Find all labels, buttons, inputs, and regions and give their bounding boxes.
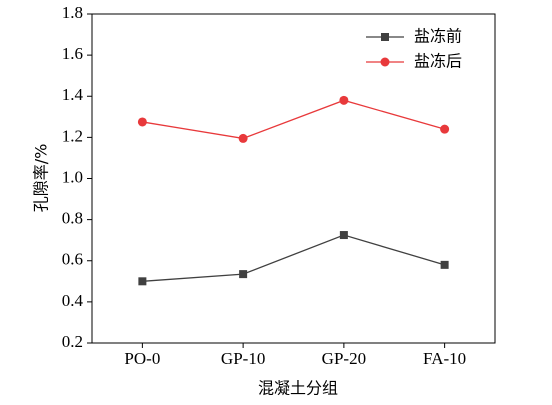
x-tick-label: PO-0 bbox=[124, 349, 160, 368]
x-tick-label: FA-10 bbox=[423, 349, 466, 368]
marker bbox=[381, 33, 389, 41]
marker bbox=[137, 117, 147, 127]
y-axis-label: 孔隙率/% bbox=[32, 144, 51, 213]
marker bbox=[440, 260, 449, 269]
y-tick-label: 0.2 bbox=[62, 332, 83, 351]
marker bbox=[440, 124, 450, 134]
legend-label: 盐冻前 bbox=[414, 27, 462, 46]
y-tick-label: 1.2 bbox=[62, 126, 83, 145]
marker bbox=[339, 95, 349, 105]
legend-label: 盐冻后 bbox=[414, 52, 462, 71]
x-axis-label: 混凝土分组 bbox=[258, 379, 338, 398]
y-tick-label: 0.4 bbox=[62, 291, 84, 310]
marker bbox=[138, 277, 147, 286]
y-tick-label: 0.6 bbox=[62, 250, 83, 269]
marker bbox=[239, 270, 248, 279]
line bbox=[142, 99, 445, 140]
x-tick-label: GP-20 bbox=[322, 349, 366, 368]
y-tick-label: 1.4 bbox=[62, 85, 84, 104]
marker bbox=[339, 231, 348, 240]
y-tick-label: 0.8 bbox=[62, 209, 83, 228]
x-tick-label: GP-10 bbox=[221, 349, 265, 368]
line bbox=[142, 234, 445, 282]
y-tick-label: 1.0 bbox=[62, 167, 83, 186]
marker bbox=[380, 57, 390, 67]
y-tick-label: 1.6 bbox=[62, 44, 83, 63]
y-tick-label: 1.8 bbox=[62, 3, 83, 22]
marker bbox=[238, 133, 248, 143]
